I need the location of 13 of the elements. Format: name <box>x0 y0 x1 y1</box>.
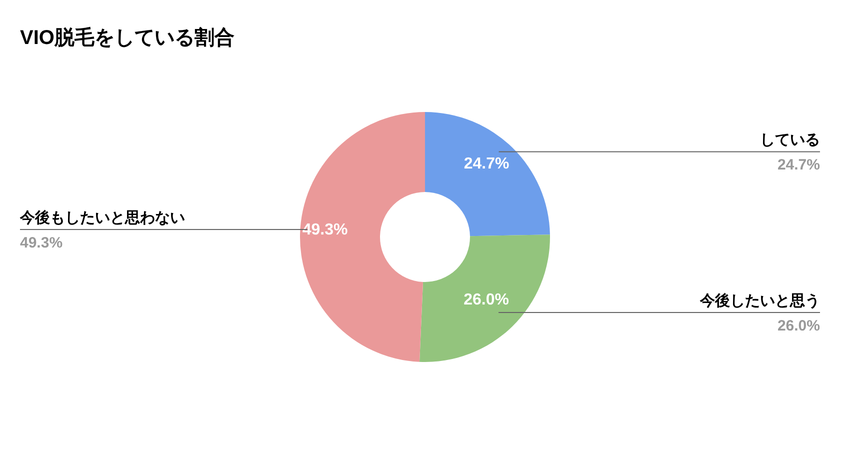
donut-slice <box>420 234 550 362</box>
data-label: 49.3% <box>302 221 348 238</box>
text: 49.3% <box>20 234 63 252</box>
chart-title: VIO脱毛をしている割合 <box>20 26 234 51</box>
text: 24.7% <box>777 156 820 174</box>
data-label: 24.7% <box>464 156 510 173</box>
slice-label: している <box>760 132 820 149</box>
slice-label: 今後したいと思う <box>699 292 820 310</box>
text: 26.0% <box>777 318 820 335</box>
data-label: 26.0% <box>464 292 510 309</box>
donut-slice <box>425 112 550 236</box>
slice-label: 今後もしたいと思わない <box>19 210 185 227</box>
donut-slice <box>300 112 425 362</box>
